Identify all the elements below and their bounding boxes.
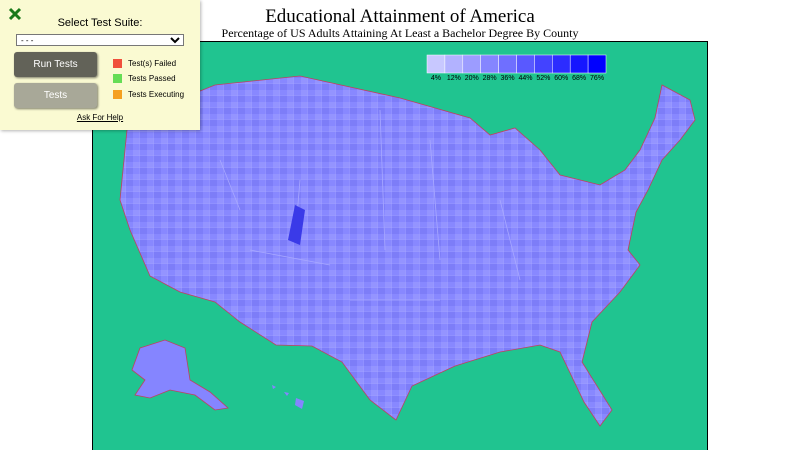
status-item: Test(s) Failed	[113, 58, 176, 68]
hawaii	[272, 385, 304, 409]
status-label: Tests Executing	[128, 89, 185, 99]
status-label: Test(s) Failed	[128, 58, 177, 68]
legend-label: 52%	[536, 75, 550, 82]
legend-label: 28%	[483, 75, 497, 82]
legend-label: 20%	[465, 75, 479, 82]
panel-title: Select Test Suite:	[57, 17, 143, 29]
page-title: Educational Attainment of America	[265, 6, 535, 27]
suite-select[interactable]: - - -	[16, 34, 184, 46]
page-subtitle: Percentage of US Adults Attaining At Lea…	[221, 26, 579, 40]
legend-swatch	[426, 54, 446, 74]
close-button[interactable]	[8, 7, 22, 21]
legend-label: 36%	[501, 75, 515, 82]
test-panel: Select Test Suite: - - - Run Tests Tests…	[0, 0, 200, 130]
legend-label: 44%	[518, 75, 532, 82]
legend-swatch	[552, 54, 571, 74]
status-label: Tests Passed	[128, 73, 176, 83]
tests-button[interactable]: Tests	[14, 83, 97, 108]
status-item: Tests Executing	[113, 89, 184, 99]
legend-swatch	[462, 54, 481, 74]
legend-swatch	[516, 54, 535, 74]
help-link[interactable]: Ask For Help	[76, 113, 124, 122]
color-legend: 4% 12% 20% 28% 36% 44% 52% 60% 68% 76%	[426, 54, 607, 82]
legend-swatch	[444, 54, 464, 74]
legend-swatch	[587, 54, 607, 74]
contiguous-us	[119, 75, 696, 427]
legend-label: 68%	[572, 75, 586, 82]
alaska	[131, 339, 229, 411]
dense-region	[288, 205, 305, 245]
legend-label: 60%	[554, 75, 568, 82]
legend-swatch	[569, 54, 589, 74]
legend-label: 4%	[431, 75, 441, 82]
legend-swatch	[498, 54, 517, 74]
status-item: Tests Passed	[113, 73, 176, 83]
run-tests-button[interactable]: Run Tests	[14, 52, 97, 77]
legend-swatch	[480, 54, 499, 74]
legend-label: 12%	[447, 75, 461, 82]
legend-swatch	[534, 54, 553, 74]
legend-label: 76%	[590, 75, 604, 82]
